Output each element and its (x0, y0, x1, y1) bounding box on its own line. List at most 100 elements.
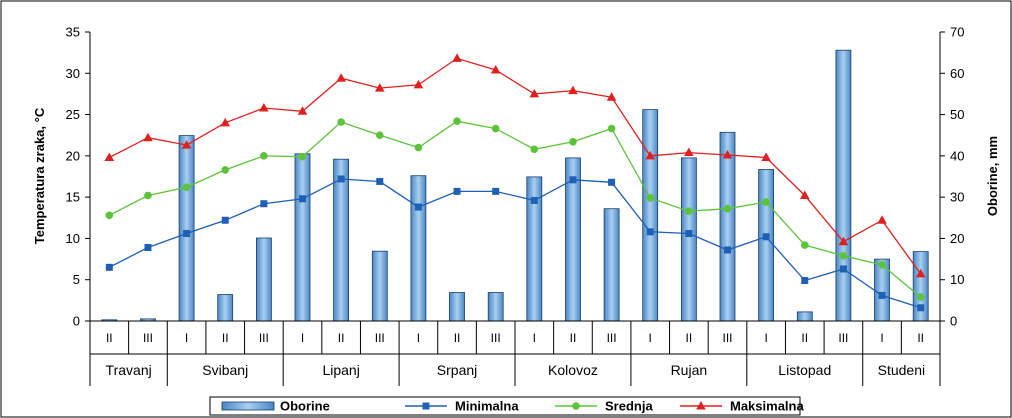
month-label: Lipanj (322, 362, 359, 378)
legend-swatch-oborine (221, 401, 275, 411)
minimalna-marker (376, 177, 384, 185)
right-tick-label: 70 (950, 25, 964, 40)
minimalna-marker (762, 233, 770, 241)
maksimalna-marker (799, 190, 810, 199)
legend-label-maksimalna: Maksimalna (730, 399, 804, 414)
srednja-marker (414, 143, 423, 152)
srednja-marker (607, 124, 616, 133)
legend-box (209, 396, 801, 416)
maksimalna-line (109, 57, 922, 275)
month-label: Travanj (106, 362, 152, 378)
decade-label: III (143, 331, 153, 345)
decade-label: I (417, 331, 420, 345)
left-tick-label: 5 (73, 272, 80, 287)
decade-label: II (801, 331, 808, 345)
legend-label-minimalna: Minimalna (455, 399, 519, 414)
decade-label: I (185, 331, 188, 345)
decade-label: I (764, 331, 767, 345)
precipitation-bar (294, 153, 311, 322)
legend-marker-srednja (572, 402, 580, 410)
left-tick-label: 20 (66, 148, 80, 163)
srednja-marker (839, 251, 848, 260)
left-tick-label: 25 (66, 107, 80, 122)
decade-label: III (722, 331, 732, 345)
srednja-marker (646, 194, 655, 202)
right-tick-label: 20 (950, 231, 964, 246)
maksimalna-marker (877, 215, 887, 224)
srednja-marker (569, 138, 577, 146)
maksimalna-marker (568, 85, 578, 95)
legend-marker-minimalna (422, 402, 430, 410)
minimalna-marker (105, 263, 113, 271)
right-tick-label: 30 (950, 190, 964, 205)
month-label: Rujan (671, 362, 708, 378)
maksimalna-marker (645, 150, 656, 160)
maksimalna-marker (220, 117, 231, 127)
maksimalna-marker (297, 106, 308, 115)
minimalna-marker (337, 175, 345, 183)
srednja-marker (453, 117, 461, 125)
decade-label: III (375, 331, 385, 345)
precipitation-bar (603, 208, 620, 322)
minimalna-marker (569, 176, 577, 184)
left-tick-label: 35 (66, 25, 80, 40)
srednja-marker (800, 241, 809, 249)
srednja-marker (260, 152, 268, 160)
minimalna-line (109, 178, 921, 309)
decade-label: I (533, 331, 536, 345)
decade-label: I (880, 331, 883, 345)
maksimalna-marker (529, 88, 540, 98)
legend-label-oborine: Oborine (280, 399, 330, 414)
left-tick-label: 10 (66, 231, 80, 246)
srednja-marker (685, 207, 693, 215)
precipitation-bar (410, 175, 427, 322)
maksimalna-marker (838, 236, 849, 246)
precipitation-bar (758, 169, 774, 322)
legend-marker-maksimalna (696, 401, 706, 410)
axes (85, 31, 945, 386)
minimalna-marker (878, 291, 886, 299)
right-axis-title: Oborine, mm (985, 136, 1000, 216)
precipitation-bar (371, 250, 388, 322)
decade-label: I (301, 331, 304, 345)
left-tick-label: 30 (66, 66, 80, 81)
minimalna-marker (646, 228, 654, 236)
decade-label: III (838, 331, 848, 345)
srednja-marker (762, 198, 770, 206)
precipitation-bar (255, 237, 272, 322)
srednja-marker (491, 124, 500, 133)
decade-label: II (106, 331, 113, 345)
minimalna-marker (183, 229, 191, 237)
temperature-lines (104, 53, 926, 312)
decade-label: I (649, 331, 652, 345)
srednja-marker (298, 152, 307, 161)
maksimalna-marker (722, 150, 733, 159)
decade-label: II (338, 331, 345, 345)
maksimalna-marker (606, 92, 617, 101)
precipitation-bar (217, 294, 234, 322)
minimalna-marker (260, 200, 268, 208)
minimalna-marker (839, 265, 847, 273)
srednja-marker (144, 191, 152, 200)
right-tick-label: 10 (950, 272, 964, 287)
precipitation-bar (642, 109, 659, 322)
maksimalna-marker (761, 152, 771, 162)
month-label: Svibanj (202, 362, 248, 378)
precipitation-bar (487, 292, 504, 322)
minimalna-marker (414, 203, 422, 211)
maksimalna-marker (915, 268, 926, 278)
minimalna-marker (299, 195, 306, 203)
month-label: Srpanj (437, 362, 477, 378)
precipitation-bar (681, 157, 697, 322)
srednja-marker (916, 293, 925, 301)
maksimalna-marker (104, 152, 115, 162)
maksimalna-marker (181, 140, 192, 149)
left-axis-title: Temperatura zraka, °C (32, 107, 47, 244)
decade-label: II (454, 331, 461, 345)
precipitation-bar (719, 131, 736, 322)
srednja-marker (105, 211, 114, 220)
srednja-marker (221, 166, 230, 174)
